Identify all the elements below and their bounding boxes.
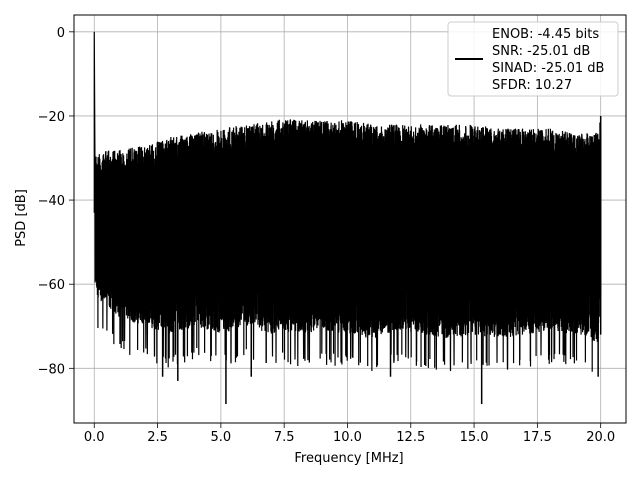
y-axis-label: PSD [dB] xyxy=(14,189,29,247)
legend-entry-sinad: SINAD: -25.01 dB xyxy=(492,61,604,76)
x-axis-label: Frequency [MHz] xyxy=(294,451,403,466)
y-tick-label: −20 xyxy=(38,110,65,125)
x-tick-label: 0.0 xyxy=(84,430,105,445)
x-tick-label: 17.5 xyxy=(523,430,552,445)
axes xyxy=(69,14,627,428)
plot-frame xyxy=(73,14,627,424)
legend-entry-snr: SNR: -25.01 dB xyxy=(492,44,590,59)
y-tick-label: −60 xyxy=(38,278,65,293)
legend-entry-sfdr: SFDR: 10.27 xyxy=(492,78,572,93)
legend: ENOB: -4.45 bits SNR: -25.01 dB SINAD: -… xyxy=(447,21,619,97)
y-tick-label: −80 xyxy=(38,362,65,377)
x-tick-label: 20.0 xyxy=(586,430,615,445)
x-tick-label: 7.5 xyxy=(274,430,295,445)
legend-entry-enob: ENOB: -4.45 bits xyxy=(492,27,599,42)
x-tick-label: 15.0 xyxy=(460,430,489,445)
legend-box xyxy=(447,21,619,97)
y-tick-label: 0 xyxy=(57,26,65,41)
x-tick-label: 10.0 xyxy=(333,430,362,445)
x-tick-label: 12.5 xyxy=(396,430,425,445)
psd-line xyxy=(93,31,602,372)
psd-series xyxy=(93,31,602,405)
x-tick-label: 2.5 xyxy=(147,430,168,445)
y-tick-label: −40 xyxy=(38,194,65,209)
tick-labels: 0.0 2.5 5.0 7.5 10.0 12.5 15.0 17.5 20.0 0 −20 −40 −… xyxy=(38,26,616,445)
x-tick-label: 5.0 xyxy=(211,430,232,445)
